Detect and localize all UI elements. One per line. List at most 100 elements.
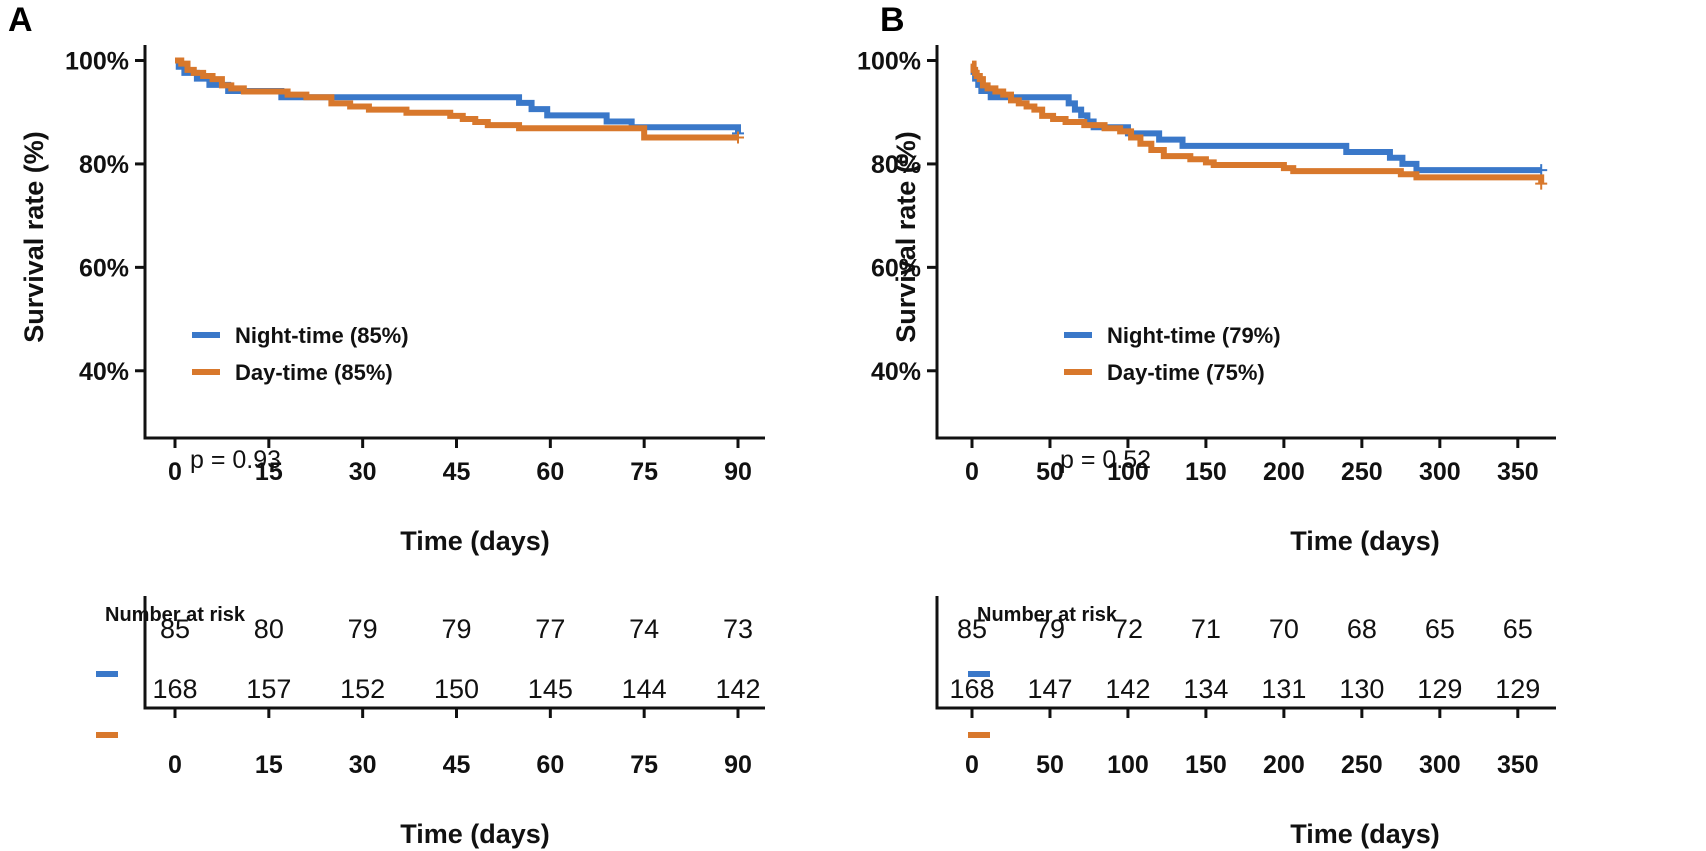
chart-marks: 40% 60% 80% 100% 0 15 30 45 60 75 90 0 15 30 45 60 75 90 8… [65, 45, 1556, 779]
panel-b-day-curve [970, 60, 1545, 184]
panel-a-day-censor-mark [732, 131, 744, 144]
panel-letter-b: B [880, 1, 905, 39]
panel-a-x-tick-label: 15 [255, 458, 283, 486]
panel-a-legend: Night-time (85%) Day-time (85%) [192, 323, 409, 385]
panel-b-y-tick-label: 80% [871, 151, 921, 179]
panel-a-risk-night-count: 74 [629, 614, 659, 644]
panel-a-risk-night-count: 73 [723, 614, 753, 644]
panel-b-axis [935, 45, 1556, 440]
panel-b-risk-table-title: Number at risk [977, 604, 1118, 626]
panel-b-risk-night-count: 71 [1191, 614, 1221, 644]
panel-a-x-tick-label: 75 [630, 458, 658, 486]
panel-b-legend: Night-time (79%) Day-time (75%) [1064, 323, 1281, 385]
panel-b-risk-day-count: 147 [1027, 674, 1072, 704]
panel-a-risk-night-count: 80 [254, 614, 284, 644]
panel-a-risk-x-tick-label: 90 [724, 751, 752, 779]
panel-b-risk-x-tick-label: 100 [1107, 751, 1149, 779]
panel-a-risk-x-tick-label: 15 [255, 751, 283, 779]
panel-b-x-tick-label: 200 [1263, 458, 1305, 486]
panel-a-risk-x-tick-label: 60 [536, 751, 564, 779]
panel-b-x-tick-label: 300 [1419, 458, 1461, 486]
panel-b-y-tick-label: 40% [871, 358, 921, 386]
panel-a-y-tick-label: 60% [79, 254, 129, 282]
panel-a-axis [143, 45, 765, 440]
panel-a-risk-day-count: 168 [152, 674, 197, 704]
panel-a-risk-night-count: 79 [441, 614, 471, 644]
panel-b-risk-day-count: 134 [1183, 674, 1228, 704]
panel-a-risk-night-count: 85 [160, 614, 190, 644]
panel-a-risk-axis [143, 596, 765, 710]
panel-b-risk-day-count: 168 [949, 674, 994, 704]
panel-b-x-tick-label: 150 [1185, 458, 1227, 486]
panel-b-risk-x-tick-label: 0 [965, 751, 979, 779]
panel-b-p-value: p = 0.52 [1060, 446, 1151, 474]
panel-b-x-axis-title: Time (days) [1290, 526, 1440, 556]
panel-b-risk-day-count: 131 [1261, 674, 1306, 704]
panel-a-risk-night-count: 79 [348, 614, 378, 644]
panel-b-risk-x-tick-label: 200 [1263, 751, 1305, 779]
panel-letter-a: A [8, 1, 33, 39]
panel-a-risk-day-count: 142 [715, 674, 760, 704]
panel-b-risk-x-tick-label: 250 [1341, 751, 1383, 779]
panel-a-x-tick-label: 90 [724, 458, 752, 486]
panel-b-risk-day-count: 129 [1495, 674, 1540, 704]
panel-a-p-value: p = 0.93 [190, 446, 281, 474]
panel-a-risk-x-tick-label: 30 [349, 751, 377, 779]
panel-a-y-axis-title: Survival rate (%) [19, 131, 49, 343]
panel-b-risk-x-axis-title: Time (days) [1290, 819, 1440, 849]
panel-a-x-tick-label: 30 [349, 458, 377, 486]
panel-b-night-curve [970, 62, 1542, 174]
panel-a-risk-day-count: 150 [434, 674, 479, 704]
panel-a-y-tick-label: 40% [79, 358, 129, 386]
panel-a-night-curve [175, 57, 741, 134]
panel-b-x-tick-label: 250 [1341, 458, 1383, 486]
panel-a-risk-day-count: 152 [340, 674, 385, 704]
panel-b-risk-day-count: 129 [1417, 674, 1462, 704]
panel-b-x-tick-label: 100 [1107, 458, 1149, 486]
panel-b-risk-night-count: 85 [957, 614, 987, 644]
panel-b-risk-night-count: 65 [1425, 614, 1455, 644]
panel-b-legend-day-label: Day-time (75%) [1107, 360, 1265, 385]
panel-b: B Survival rate (%) Time (days) p = 0.52… [880, 1, 1440, 849]
panel-a-risk-day-count: 157 [246, 674, 291, 704]
panel-b-y-axis-title: Survival rate (%) [891, 131, 921, 343]
panel-a-legend-day-label: Day-time (85%) [235, 360, 393, 385]
panel-a-x-tick-label: 45 [443, 458, 471, 486]
panel-b-legend-night-label: Night-time (79%) [1107, 323, 1281, 348]
panel-a-day-curve [175, 57, 738, 141]
panel-a-risk-x-axis-title: Time (days) [400, 819, 550, 849]
panel-b-risk-x-tick-label: 350 [1497, 751, 1539, 779]
panel-a-y-tick-label: 80% [79, 151, 129, 179]
panel-a-risk-day-count: 145 [528, 674, 573, 704]
panel-b-risk-night-count: 65 [1503, 614, 1533, 644]
panel-b-risk-night-count: 70 [1269, 614, 1299, 644]
panel-a-risk-table-title: Number at risk [105, 604, 246, 626]
panel-b-risk-x-tick-label: 150 [1185, 751, 1227, 779]
panel-b-risk-night-count: 79 [1035, 614, 1065, 644]
panel-b-risk-day-count: 142 [1105, 674, 1150, 704]
panel-a-y-tick-label: 100% [65, 48, 129, 76]
panel-b-risk-night-count: 68 [1347, 614, 1377, 644]
panel-b-day-censor-mark [1535, 177, 1548, 190]
panel-a-risk-night-count: 77 [535, 614, 565, 644]
panel-b-risk-night-count: 72 [1113, 614, 1143, 644]
panel-a: A Survival rate (%) Time (days) p = 0.93… [8, 1, 550, 849]
panel-b-risk-day-count: 130 [1339, 674, 1384, 704]
panel-a-risk-x-tick-label: 75 [630, 751, 658, 779]
panel-a-legend-night-label: Night-time (85%) [235, 323, 409, 348]
panel-b-x-tick-label: 0 [965, 458, 979, 486]
panel-b-y-tick-label: 100% [857, 48, 921, 76]
panel-b-night-censor-mark [1535, 164, 1548, 177]
panel-b-risk-x-tick-label: 300 [1419, 751, 1461, 779]
panel-b-x-tick-label: 350 [1497, 458, 1539, 486]
panel-a-x-axis-title: Time (days) [400, 526, 550, 556]
panel-a-risk-x-tick-label: 0 [168, 751, 182, 779]
panel-b-risk-x-tick-label: 50 [1036, 751, 1064, 779]
panel-b-y-tick-label: 60% [871, 254, 921, 282]
panel-b-x-tick-label: 50 [1036, 458, 1064, 486]
panel-b-risk-axis [935, 596, 1556, 710]
panel-a-risk-day-count: 144 [622, 674, 667, 704]
panel-a-risk-x-tick-label: 45 [443, 751, 471, 779]
panel-a-x-tick-label: 0 [168, 458, 182, 486]
